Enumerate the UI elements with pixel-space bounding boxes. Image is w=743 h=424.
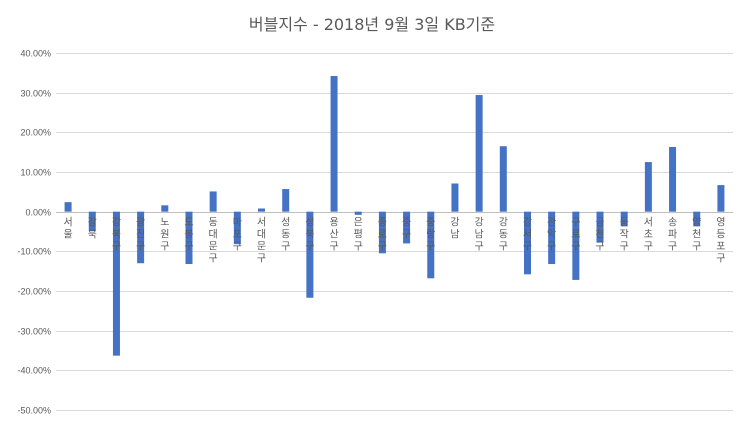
bar <box>403 211 411 244</box>
y-axis: 40.00% 30.00% 20.00% 10.00% 0.00% -10.00% -20.… <box>17 49 51 416</box>
chart-title: 버블지수 - 2018년 9월 3일 KB기준 <box>249 15 495 34</box>
y-tick-label: -40.00% <box>17 366 51 376</box>
bar <box>161 205 169 212</box>
bar <box>258 208 266 212</box>
y-tick-label: 20.00% <box>20 128 51 138</box>
bar <box>112 211 120 356</box>
y-tick-label: 10.00% <box>20 168 51 178</box>
y-tick-label: -30.00% <box>17 327 51 337</box>
x-axis: 서 울 강 북 강 북 구 광 진 구 노 원 구 도 봉 구 동 대 문 구 마 포 구 서 대 문 구 성 동 구 성 북 구 용 산 구 은 평 구 종… <box>63 217 725 265</box>
bar <box>499 146 507 212</box>
y-tick-label: 40.00% <box>20 49 51 59</box>
gridlines <box>56 53 733 411</box>
bar <box>644 162 652 212</box>
bar <box>548 211 556 265</box>
bar <box>185 211 193 265</box>
bar <box>693 211 701 227</box>
bar <box>596 211 604 243</box>
y-tick-label: -50.00% <box>17 406 51 416</box>
bar <box>330 76 338 212</box>
bar <box>717 185 725 212</box>
bar <box>209 191 217 212</box>
bar <box>282 189 290 212</box>
bar <box>669 147 677 212</box>
bar <box>137 211 145 264</box>
bar <box>88 211 96 232</box>
bar <box>475 95 483 212</box>
bar <box>306 211 314 298</box>
bar <box>523 211 531 275</box>
y-tick-label: 30.00% <box>20 89 51 99</box>
bar <box>354 211 362 215</box>
bar <box>620 211 628 227</box>
bar <box>427 211 435 279</box>
bars <box>64 76 725 356</box>
bar <box>64 202 72 212</box>
bar <box>451 183 459 212</box>
y-tick-label: -10.00% <box>17 247 51 257</box>
bar <box>378 211 386 254</box>
y-tick-label: 0.00% <box>25 208 51 218</box>
bar <box>572 211 580 280</box>
y-tick-label: -20.00% <box>17 287 51 297</box>
bar <box>233 211 241 245</box>
